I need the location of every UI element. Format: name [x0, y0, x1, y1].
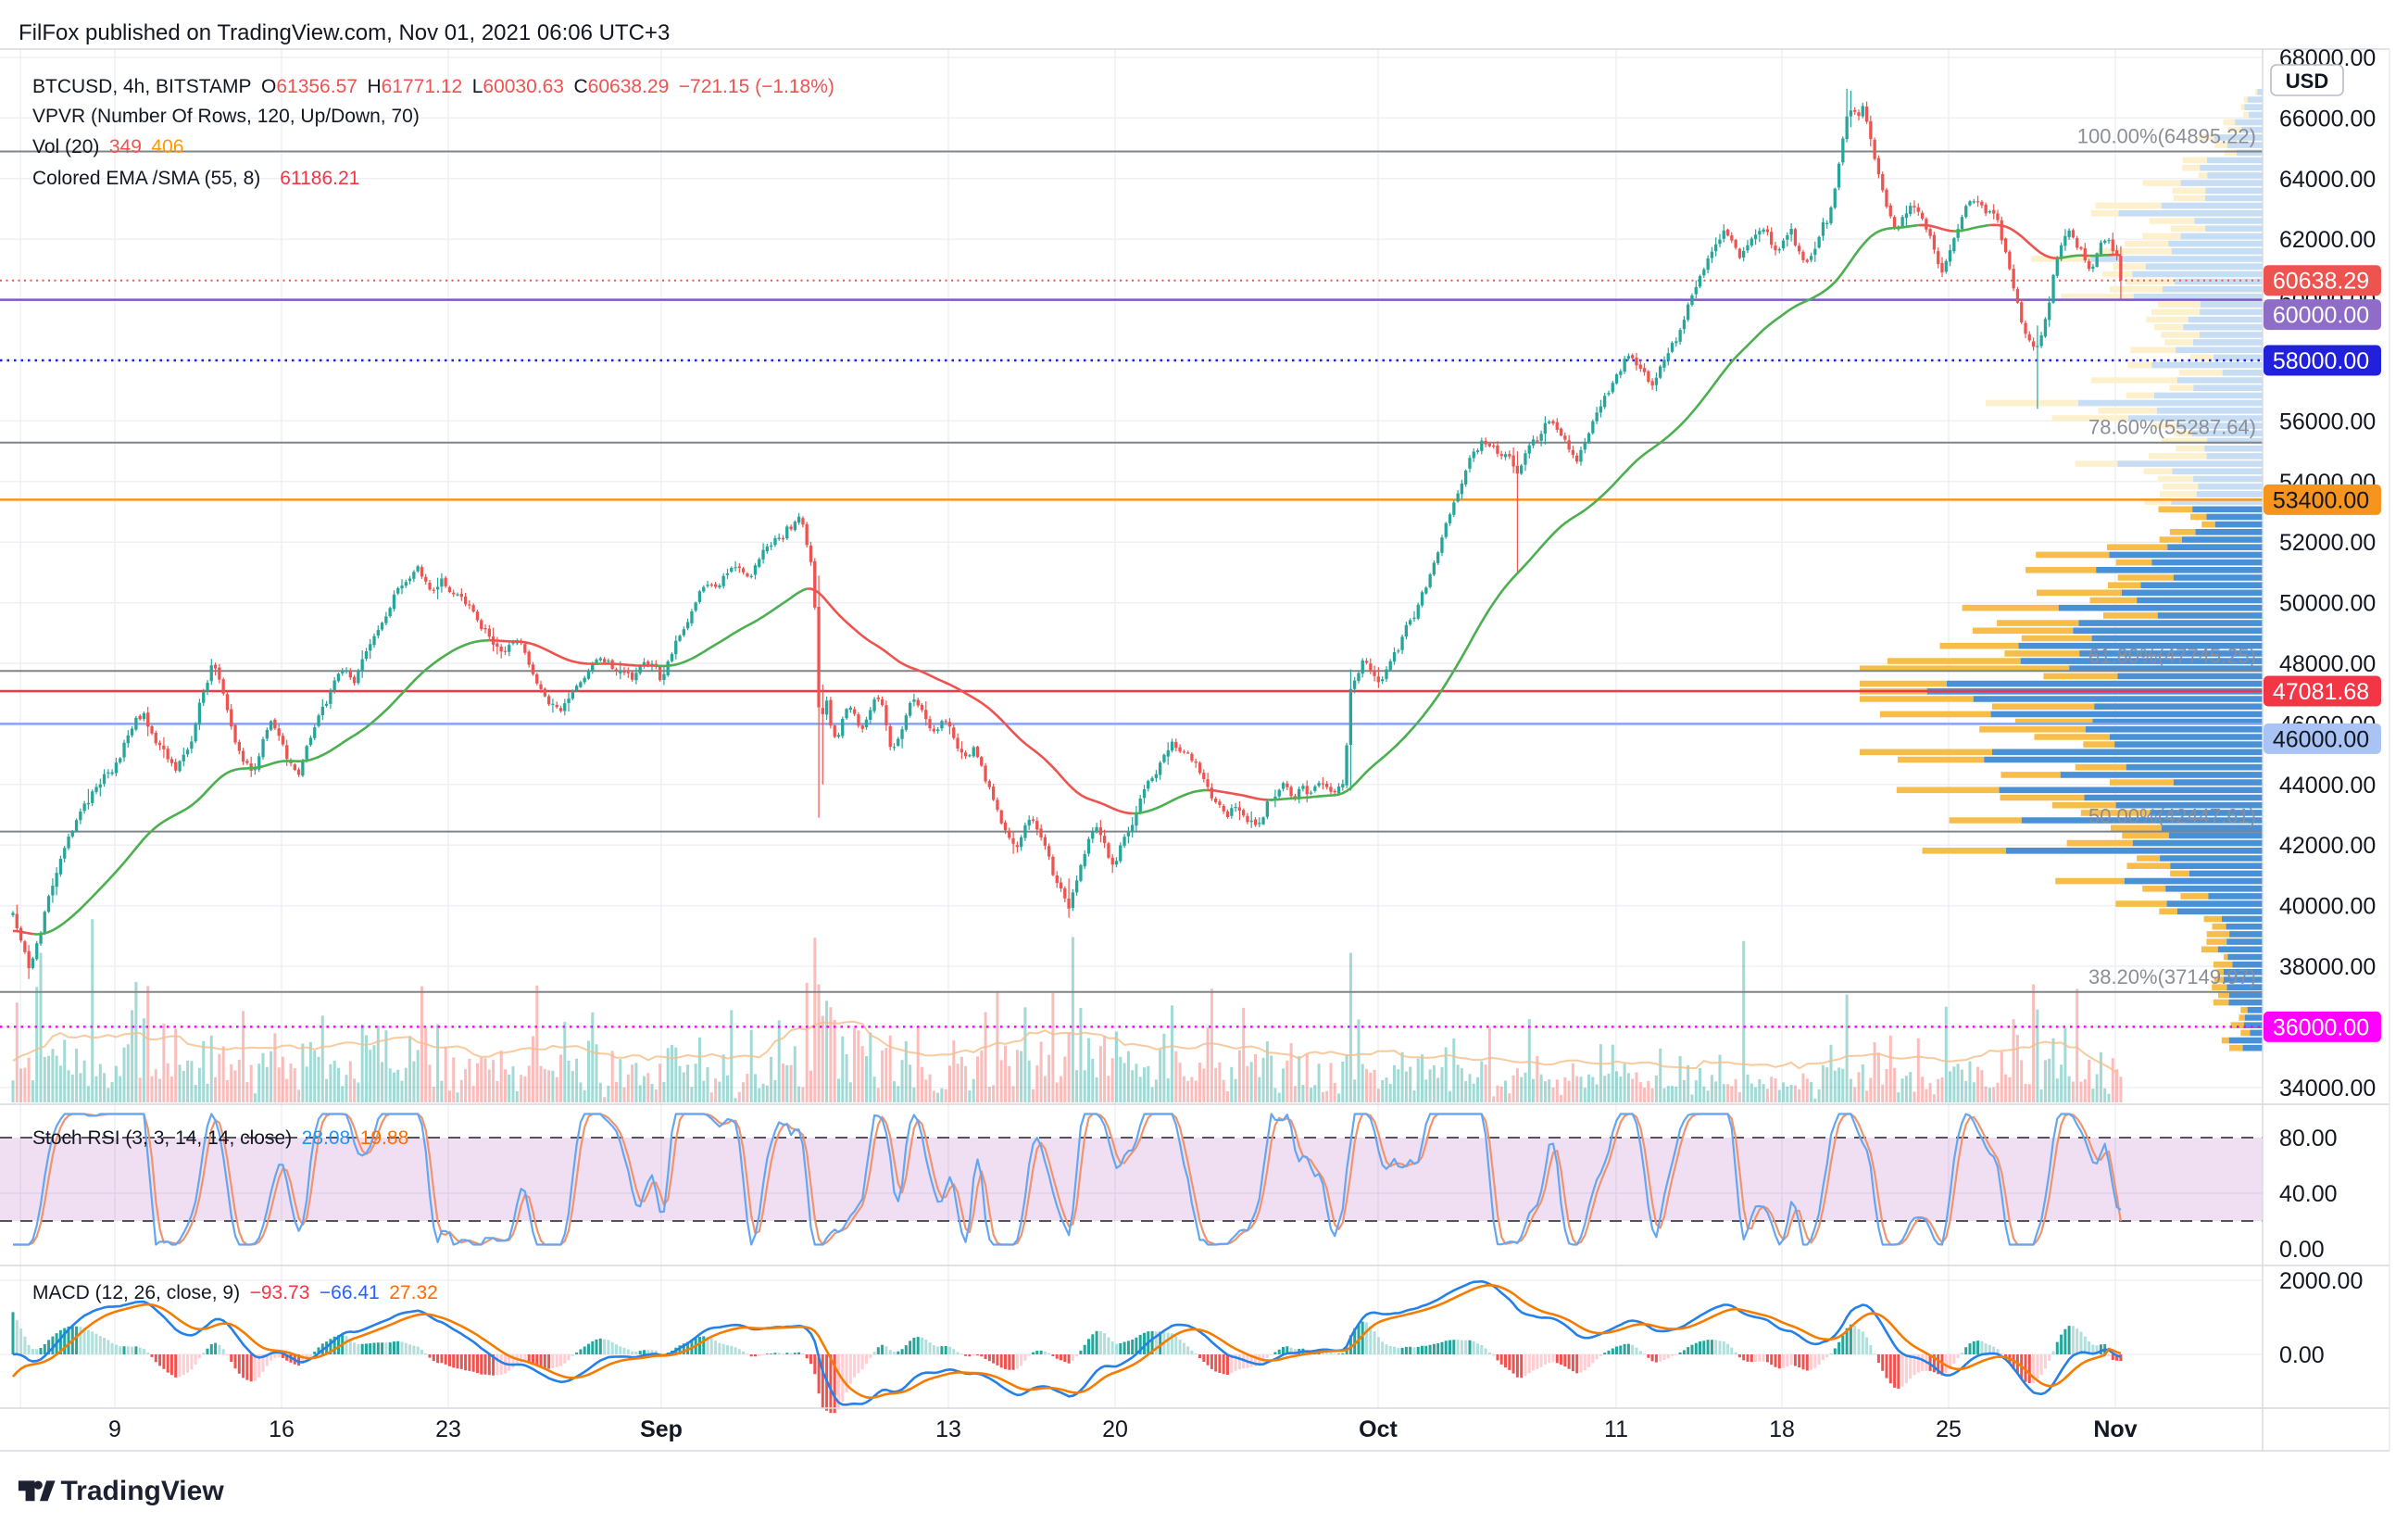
- svg-text:18: 18: [1769, 1416, 1795, 1442]
- svg-text:BTCUSD, 4h, BITSTAMP O61356.57: BTCUSD, 4h, BITSTAMP O61356.57 H61771.12…: [32, 76, 834, 97]
- svg-text:Sep: Sep: [640, 1416, 683, 1442]
- svg-text:2000.00: 2000.00: [2279, 1268, 2363, 1294]
- svg-text:46000.00: 46000.00: [2273, 726, 2369, 752]
- svg-text:40.00: 40.00: [2279, 1181, 2338, 1207]
- svg-text:Vol (20) 349 406: Vol (20) 349 406: [32, 136, 183, 157]
- svg-text:23: 23: [435, 1416, 461, 1442]
- svg-text:53400.00: 53400.00: [2273, 487, 2369, 513]
- svg-text:Stoch RSI (3, 3, 14, 14, close: Stoch RSI (3, 3, 14, 14, close) 28.08 19…: [32, 1127, 408, 1149]
- svg-text:66000.00: 66000.00: [2279, 106, 2376, 132]
- svg-text:Nov: Nov: [2093, 1416, 2137, 1442]
- svg-text:52000.00: 52000.00: [2279, 530, 2376, 556]
- svg-text:64000.00: 64000.00: [2279, 167, 2376, 193]
- svg-text:VPVR (Number Of Rows, 120, Up/: VPVR (Number Of Rows, 120, Up/Down, 70): [32, 106, 420, 127]
- svg-text:60000.00: 60000.00: [2273, 303, 2369, 329]
- svg-text:Oct: Oct: [1359, 1416, 1398, 1442]
- svg-text:60638.29: 60638.29: [2273, 269, 2369, 295]
- svg-text:38.20%(37149.97): 38.20%(37149.97): [2088, 965, 2256, 988]
- svg-text:20: 20: [1102, 1416, 1128, 1442]
- svg-text:42000.00: 42000.00: [2279, 833, 2376, 859]
- svg-text:34000.00: 34000.00: [2279, 1076, 2376, 1101]
- svg-text:FilFox published on TradingVie: FilFox published on TradingView.com, Nov…: [19, 20, 670, 45]
- svg-text:47081.68: 47081.68: [2273, 679, 2369, 705]
- svg-text:44000.00: 44000.00: [2279, 773, 2376, 799]
- svg-text:MACD (12, 26, close, 9) −93.73: MACD (12, 26, close, 9) −93.73 −66.41 27…: [32, 1282, 438, 1303]
- svg-text:Colored EMA /SMA (55, 8) 6118: Colored EMA /SMA (55, 8) 61186.21: [32, 168, 359, 189]
- svg-text:25: 25: [1936, 1416, 1962, 1442]
- svg-text:9: 9: [108, 1416, 121, 1442]
- svg-text:40000.00: 40000.00: [2279, 894, 2376, 920]
- svg-text:13: 13: [935, 1416, 961, 1442]
- svg-text:0.00: 0.00: [2279, 1237, 2325, 1263]
- svg-text:TradingView: TradingView: [61, 1476, 225, 1506]
- svg-text:50000.00: 50000.00: [2279, 591, 2376, 617]
- svg-text:56000.00: 56000.00: [2279, 409, 2376, 434]
- svg-text:USD: USD: [2286, 69, 2328, 93]
- svg-text:50.00%(42447.61): 50.00%(42447.61): [2088, 805, 2256, 828]
- svg-text:16: 16: [269, 1416, 295, 1442]
- svg-text:48000.00: 48000.00: [2279, 651, 2376, 677]
- svg-text:61.80%(47745.25): 61.80%(47745.25): [2088, 644, 2256, 667]
- svg-text:100.00%(64895.22): 100.00%(64895.22): [2077, 125, 2256, 148]
- svg-text:58000.00: 58000.00: [2273, 348, 2369, 374]
- svg-text:80.00: 80.00: [2279, 1126, 2338, 1152]
- svg-text:78.60%(55287.64): 78.60%(55287.64): [2088, 416, 2256, 439]
- svg-text:0.00: 0.00: [2279, 1342, 2325, 1368]
- svg-text:11: 11: [1604, 1416, 1628, 1442]
- svg-text:62000.00: 62000.00: [2279, 227, 2376, 253]
- svg-text:36000.00: 36000.00: [2273, 1014, 2369, 1040]
- svg-text:38000.00: 38000.00: [2279, 954, 2376, 980]
